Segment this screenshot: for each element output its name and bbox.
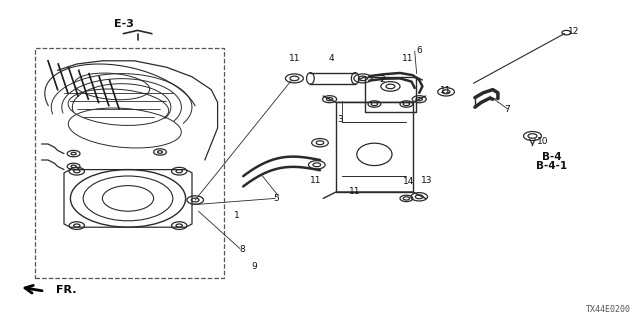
- Text: 11: 11: [289, 54, 300, 63]
- Text: 10: 10: [537, 137, 548, 146]
- Text: 4: 4: [329, 54, 334, 63]
- Text: 11: 11: [402, 54, 413, 63]
- Text: 14: 14: [403, 177, 415, 186]
- Text: 1: 1: [234, 212, 239, 220]
- Text: 11: 11: [349, 188, 360, 196]
- Bar: [35, 48, 224, 278]
- Text: 7: 7: [505, 105, 510, 114]
- Text: 6: 6: [417, 46, 422, 55]
- Text: 9: 9: [252, 262, 257, 271]
- Text: 8: 8: [239, 245, 244, 254]
- Text: 11: 11: [440, 86, 451, 95]
- Text: E-3: E-3: [113, 19, 134, 29]
- Text: FR.: FR.: [56, 285, 76, 295]
- Text: B-4: B-4: [542, 152, 561, 162]
- Text: 11: 11: [310, 176, 321, 185]
- Text: B-4-1: B-4-1: [536, 161, 567, 172]
- Text: 5: 5: [274, 194, 279, 203]
- Text: 13: 13: [420, 176, 432, 185]
- Text: TX44E0200: TX44E0200: [586, 305, 630, 314]
- Text: 3: 3: [338, 116, 343, 124]
- Text: 12: 12: [568, 28, 580, 36]
- Text: 2: 2: [380, 75, 385, 84]
